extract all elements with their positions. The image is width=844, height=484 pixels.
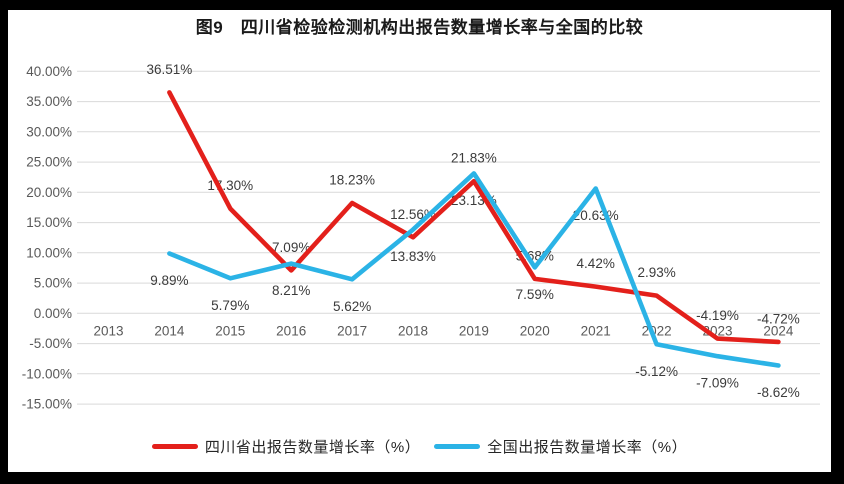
x-tick-label: 2022 xyxy=(642,324,672,339)
x-tick-label: 2015 xyxy=(215,324,245,339)
y-tick-label: 25.00% xyxy=(26,155,72,170)
x-tick-label: 2021 xyxy=(581,324,611,339)
data-label: 9.89% xyxy=(150,273,188,288)
x-tick-label: 2014 xyxy=(154,324,185,339)
legend-label-sichuan: 四川省出报告数量增长率（%） xyxy=(204,439,421,456)
data-label: 2.93% xyxy=(637,265,675,280)
y-tick-label: 0.00% xyxy=(34,306,72,321)
data-label: -8.62% xyxy=(757,385,800,400)
sichuan-series-line-swatch-icon xyxy=(151,444,198,449)
legend-label-national: 全国出报告数量增长率（%） xyxy=(487,439,688,456)
data-label: 13.83% xyxy=(390,249,436,264)
chart-area: 图9 四川省检验检测机构出报告数量增长率与全国的比较 40.00% 35.00% 3… xyxy=(8,10,831,472)
x-tick-label: 2019 xyxy=(459,324,489,339)
legend: 四川省出报告数量增长率（%） 全国出报告数量增长率（%） xyxy=(8,436,831,457)
data-label: -5.12% xyxy=(635,364,678,379)
y-tick-label: 15.00% xyxy=(26,215,72,230)
data-label: -4.72% xyxy=(757,311,800,326)
x-tick-label: 2013 xyxy=(93,324,123,339)
data-label: 36.51% xyxy=(147,62,193,77)
legend-item-sichuan: 四川省出报告数量增长率（%） xyxy=(151,436,421,457)
y-tick-label: 35.00% xyxy=(26,94,72,109)
data-label: -7.09% xyxy=(696,376,739,391)
data-label: 7.59% xyxy=(516,287,554,302)
x-tick-label: 2016 xyxy=(276,324,306,339)
y-tick-label: 40.00% xyxy=(26,64,72,79)
national-series-line xyxy=(167,171,781,368)
chart-title: 图9 四川省检验检测机构出报告数量增长率与全国的比较 xyxy=(195,18,644,37)
sichuan-series-line xyxy=(167,90,781,345)
data-label: 7.09% xyxy=(272,240,310,255)
data-label: 21.83% xyxy=(451,151,497,166)
y-tick-label: -10.00% xyxy=(22,366,72,381)
y-tick-label: 20.00% xyxy=(26,185,72,200)
data-label: 5.62% xyxy=(333,299,371,314)
x-tick-label: 2017 xyxy=(337,324,367,339)
national-series-line-swatch-icon xyxy=(434,444,481,449)
y-tick-label: 30.00% xyxy=(26,124,72,139)
y-tick-label: -5.00% xyxy=(29,336,72,351)
data-label: 4.42% xyxy=(577,256,615,271)
y-tick-label: 5.00% xyxy=(34,276,72,291)
x-tick-label: 2018 xyxy=(398,324,428,339)
y-tick-label: -15.00% xyxy=(22,397,72,412)
legend-item-national: 全国出报告数量增长率（%） xyxy=(434,436,687,457)
y-tick-label: 10.00% xyxy=(26,245,72,260)
x-tick-label: 2020 xyxy=(520,324,550,339)
data-label: -4.19% xyxy=(696,308,739,323)
data-label: 18.23% xyxy=(329,173,375,188)
data-label: 8.21% xyxy=(272,283,310,298)
data-label: 5.79% xyxy=(211,298,249,313)
chart-plot: 40.00% 35.00% 30.00% 25.00% 20.00% 15.00% 10.0… xyxy=(22,62,820,412)
x-tick-label: 2024 xyxy=(763,324,794,339)
